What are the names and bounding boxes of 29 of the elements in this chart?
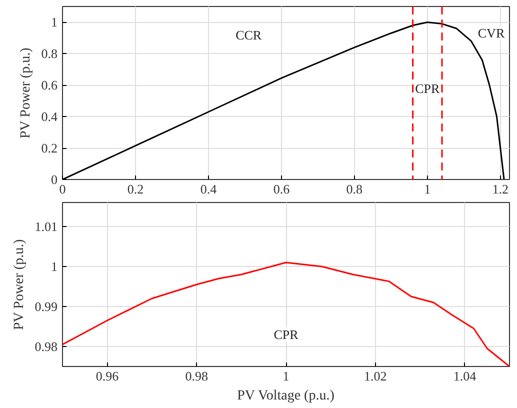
x-axis-title: PV Voltage (p.u.) xyxy=(237,388,335,404)
x-tick-label: 0.6 xyxy=(273,182,290,196)
y-axis-title: PV Power (p.u.) xyxy=(12,238,27,330)
annotation: CCR xyxy=(236,27,262,42)
y-tick-label: 0 xyxy=(51,172,58,187)
y-tick-label: 0.2 xyxy=(41,140,58,156)
annotation: CPR xyxy=(415,80,440,96)
annotation: CPR xyxy=(274,327,299,342)
y-tick-label: 1 xyxy=(51,14,58,30)
x-tick-label: 1 xyxy=(424,182,431,196)
x-tick-label: 0.98 xyxy=(185,368,208,384)
y-tick-label: 0.99 xyxy=(34,299,58,314)
y-tick-label: 1.01 xyxy=(34,219,58,234)
x-tick-label: 1.2 xyxy=(492,182,509,196)
y-tick-label: 0.8 xyxy=(41,46,58,62)
y-axis-title: PV Power (p.u.) xyxy=(18,47,34,138)
y-tick-label: 1 xyxy=(51,259,58,274)
annotation: CVR xyxy=(478,26,505,41)
y-tick-label: 0.98 xyxy=(34,339,58,354)
x-tick-label: 1.02 xyxy=(364,368,387,384)
line-series xyxy=(62,262,510,366)
y-tick-label: 0.6 xyxy=(41,78,58,93)
x-tick-label: 1.04 xyxy=(453,368,477,384)
x-tick-label: 0.4 xyxy=(200,182,218,196)
y-tick-label: 0.4 xyxy=(41,109,58,124)
x-tick-label: 0.96 xyxy=(96,368,120,384)
x-tick-label: 0.8 xyxy=(346,182,363,196)
x-tick-label: 1 xyxy=(282,368,290,384)
x-tick-label: 0.2 xyxy=(127,182,144,196)
